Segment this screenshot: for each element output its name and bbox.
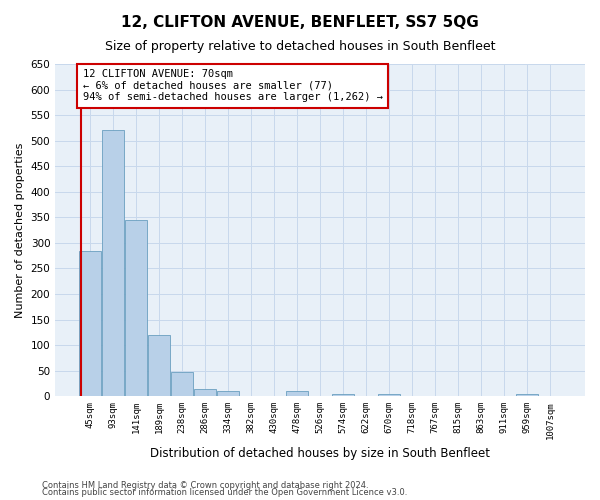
Text: 12, CLIFTON AVENUE, BENFLEET, SS7 5QG: 12, CLIFTON AVENUE, BENFLEET, SS7 5QG [121, 15, 479, 30]
Bar [125, 220, 147, 396]
X-axis label: Distribution of detached houses by size in South Benfleet: Distribution of detached houses by size … [150, 447, 490, 460]
Text: 12 CLIFTON AVENUE: 70sqm
← 6% of detached houses are smaller (77)
94% of semi-de: 12 CLIFTON AVENUE: 70sqm ← 6% of detache… [83, 69, 383, 102]
Bar [332, 394, 354, 396]
Bar [79, 250, 101, 396]
Text: Size of property relative to detached houses in South Benfleet: Size of property relative to detached ho… [105, 40, 495, 53]
Bar [148, 335, 170, 396]
Bar [102, 130, 124, 396]
Bar [171, 372, 193, 396]
Bar [286, 391, 308, 396]
Bar [378, 394, 400, 396]
Text: Contains public sector information licensed under the Open Government Licence v3: Contains public sector information licen… [42, 488, 407, 497]
Bar [217, 391, 239, 396]
Bar [194, 388, 216, 396]
Bar [516, 394, 538, 396]
Y-axis label: Number of detached properties: Number of detached properties [15, 142, 25, 318]
Text: Contains HM Land Registry data © Crown copyright and database right 2024.: Contains HM Land Registry data © Crown c… [42, 480, 368, 490]
